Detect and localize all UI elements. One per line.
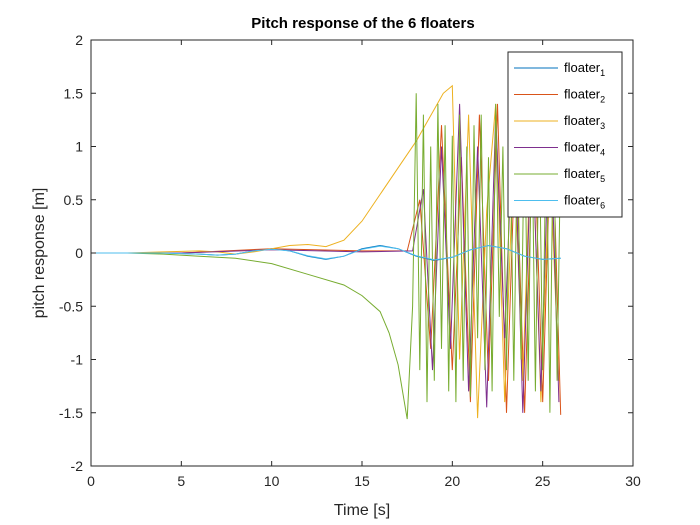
legend-entry: floater5 <box>564 166 605 184</box>
series-line-4 <box>91 98 560 413</box>
y-tick-label: -0.5 <box>59 298 83 314</box>
legend-entry: floater3 <box>564 113 605 131</box>
x-tick-label: 10 <box>264 473 280 489</box>
y-tick-label: -1.5 <box>59 405 83 421</box>
legend-box <box>507 51 623 218</box>
x-axis-label: Time [s] <box>334 502 390 519</box>
x-tick-label: 30 <box>625 473 641 489</box>
legend-entry: floater4 <box>564 140 605 158</box>
y-tick-label: -1 <box>71 352 84 368</box>
x-tick-label: 0 <box>87 473 95 489</box>
series-line-6 <box>91 244 561 261</box>
y-axis-label: pitch response [m] <box>31 188 48 319</box>
x-tick-label: 25 <box>535 473 551 489</box>
legend-entry: floater1 <box>564 60 605 78</box>
legend: floater1 floater2 floater3 floater4 floater5… <box>507 51 623 218</box>
y-tick-label: 1 <box>75 139 83 155</box>
axes: 0 5 10 15 20 25 30 -2 -1.5 -1 -0.5 0 0.5 1 1.5 2 <box>59 32 641 489</box>
plot-area <box>91 84 562 420</box>
y-tick-label: 0 <box>75 245 83 261</box>
x-tick-label: 5 <box>177 473 185 489</box>
y-tick-label: 0.5 <box>64 192 84 208</box>
y-tick-label: 1.5 <box>64 85 84 101</box>
legend-entry: floater6 <box>564 193 605 211</box>
series-line-5 <box>91 93 562 420</box>
x-tick-label: 20 <box>445 473 461 489</box>
y-tick-label: 2 <box>75 32 83 48</box>
y-tick-label: -2 <box>71 458 84 474</box>
chart-title: Pitch response of the 6 floaters <box>251 15 474 32</box>
x-tick-label: 15 <box>354 473 370 489</box>
legend-entry: floater2 <box>564 87 605 105</box>
